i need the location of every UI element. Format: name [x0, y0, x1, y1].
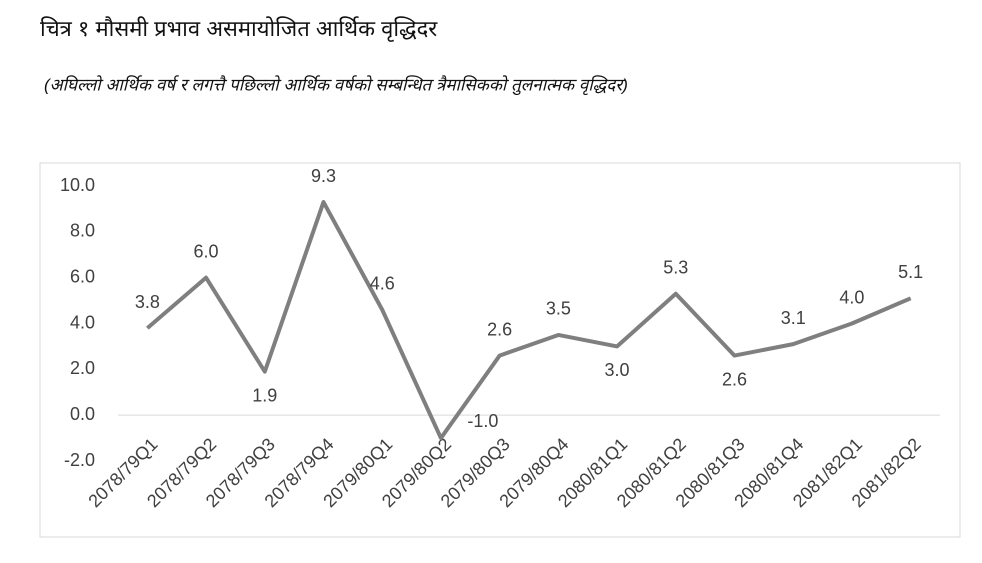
chart-title: चित्र १ मौसमी प्रभाव असमायोजित आर्थिक वृ…: [40, 16, 438, 42]
data-label: 4.6: [370, 274, 395, 294]
data-label: 5.1: [898, 262, 923, 282]
data-label: 6.0: [194, 241, 219, 261]
data-label: 1.9: [252, 385, 277, 405]
data-label: 3.5: [546, 299, 571, 319]
y-tick-label: 0.0: [70, 404, 95, 424]
data-label: 3.8: [135, 292, 160, 312]
y-tick-label: -2.0: [64, 450, 95, 470]
data-line: [146, 200, 912, 441]
data-label: 3.0: [605, 360, 630, 380]
y-tick-label: 6.0: [70, 266, 95, 286]
data-label: 9.3: [311, 166, 336, 186]
y-tick-label: 10.0: [60, 175, 95, 195]
data-label: -1.0: [467, 411, 498, 431]
chart-subtitle: (अघिल्लो आर्थिक वर्ष र लगत्तै पछिल्लो आर…: [44, 74, 628, 95]
y-tick-label: 2.0: [70, 358, 95, 378]
data-label: 2.6: [722, 369, 747, 389]
plot-frame: [39, 162, 961, 538]
y-tick-label: 8.0: [70, 221, 95, 241]
data-label: 2.6: [487, 319, 512, 339]
data-label: 4.0: [839, 287, 864, 307]
y-tick-label: 4.0: [70, 312, 95, 332]
data-label: 3.1: [781, 308, 806, 328]
data-label: 5.3: [663, 257, 688, 277]
